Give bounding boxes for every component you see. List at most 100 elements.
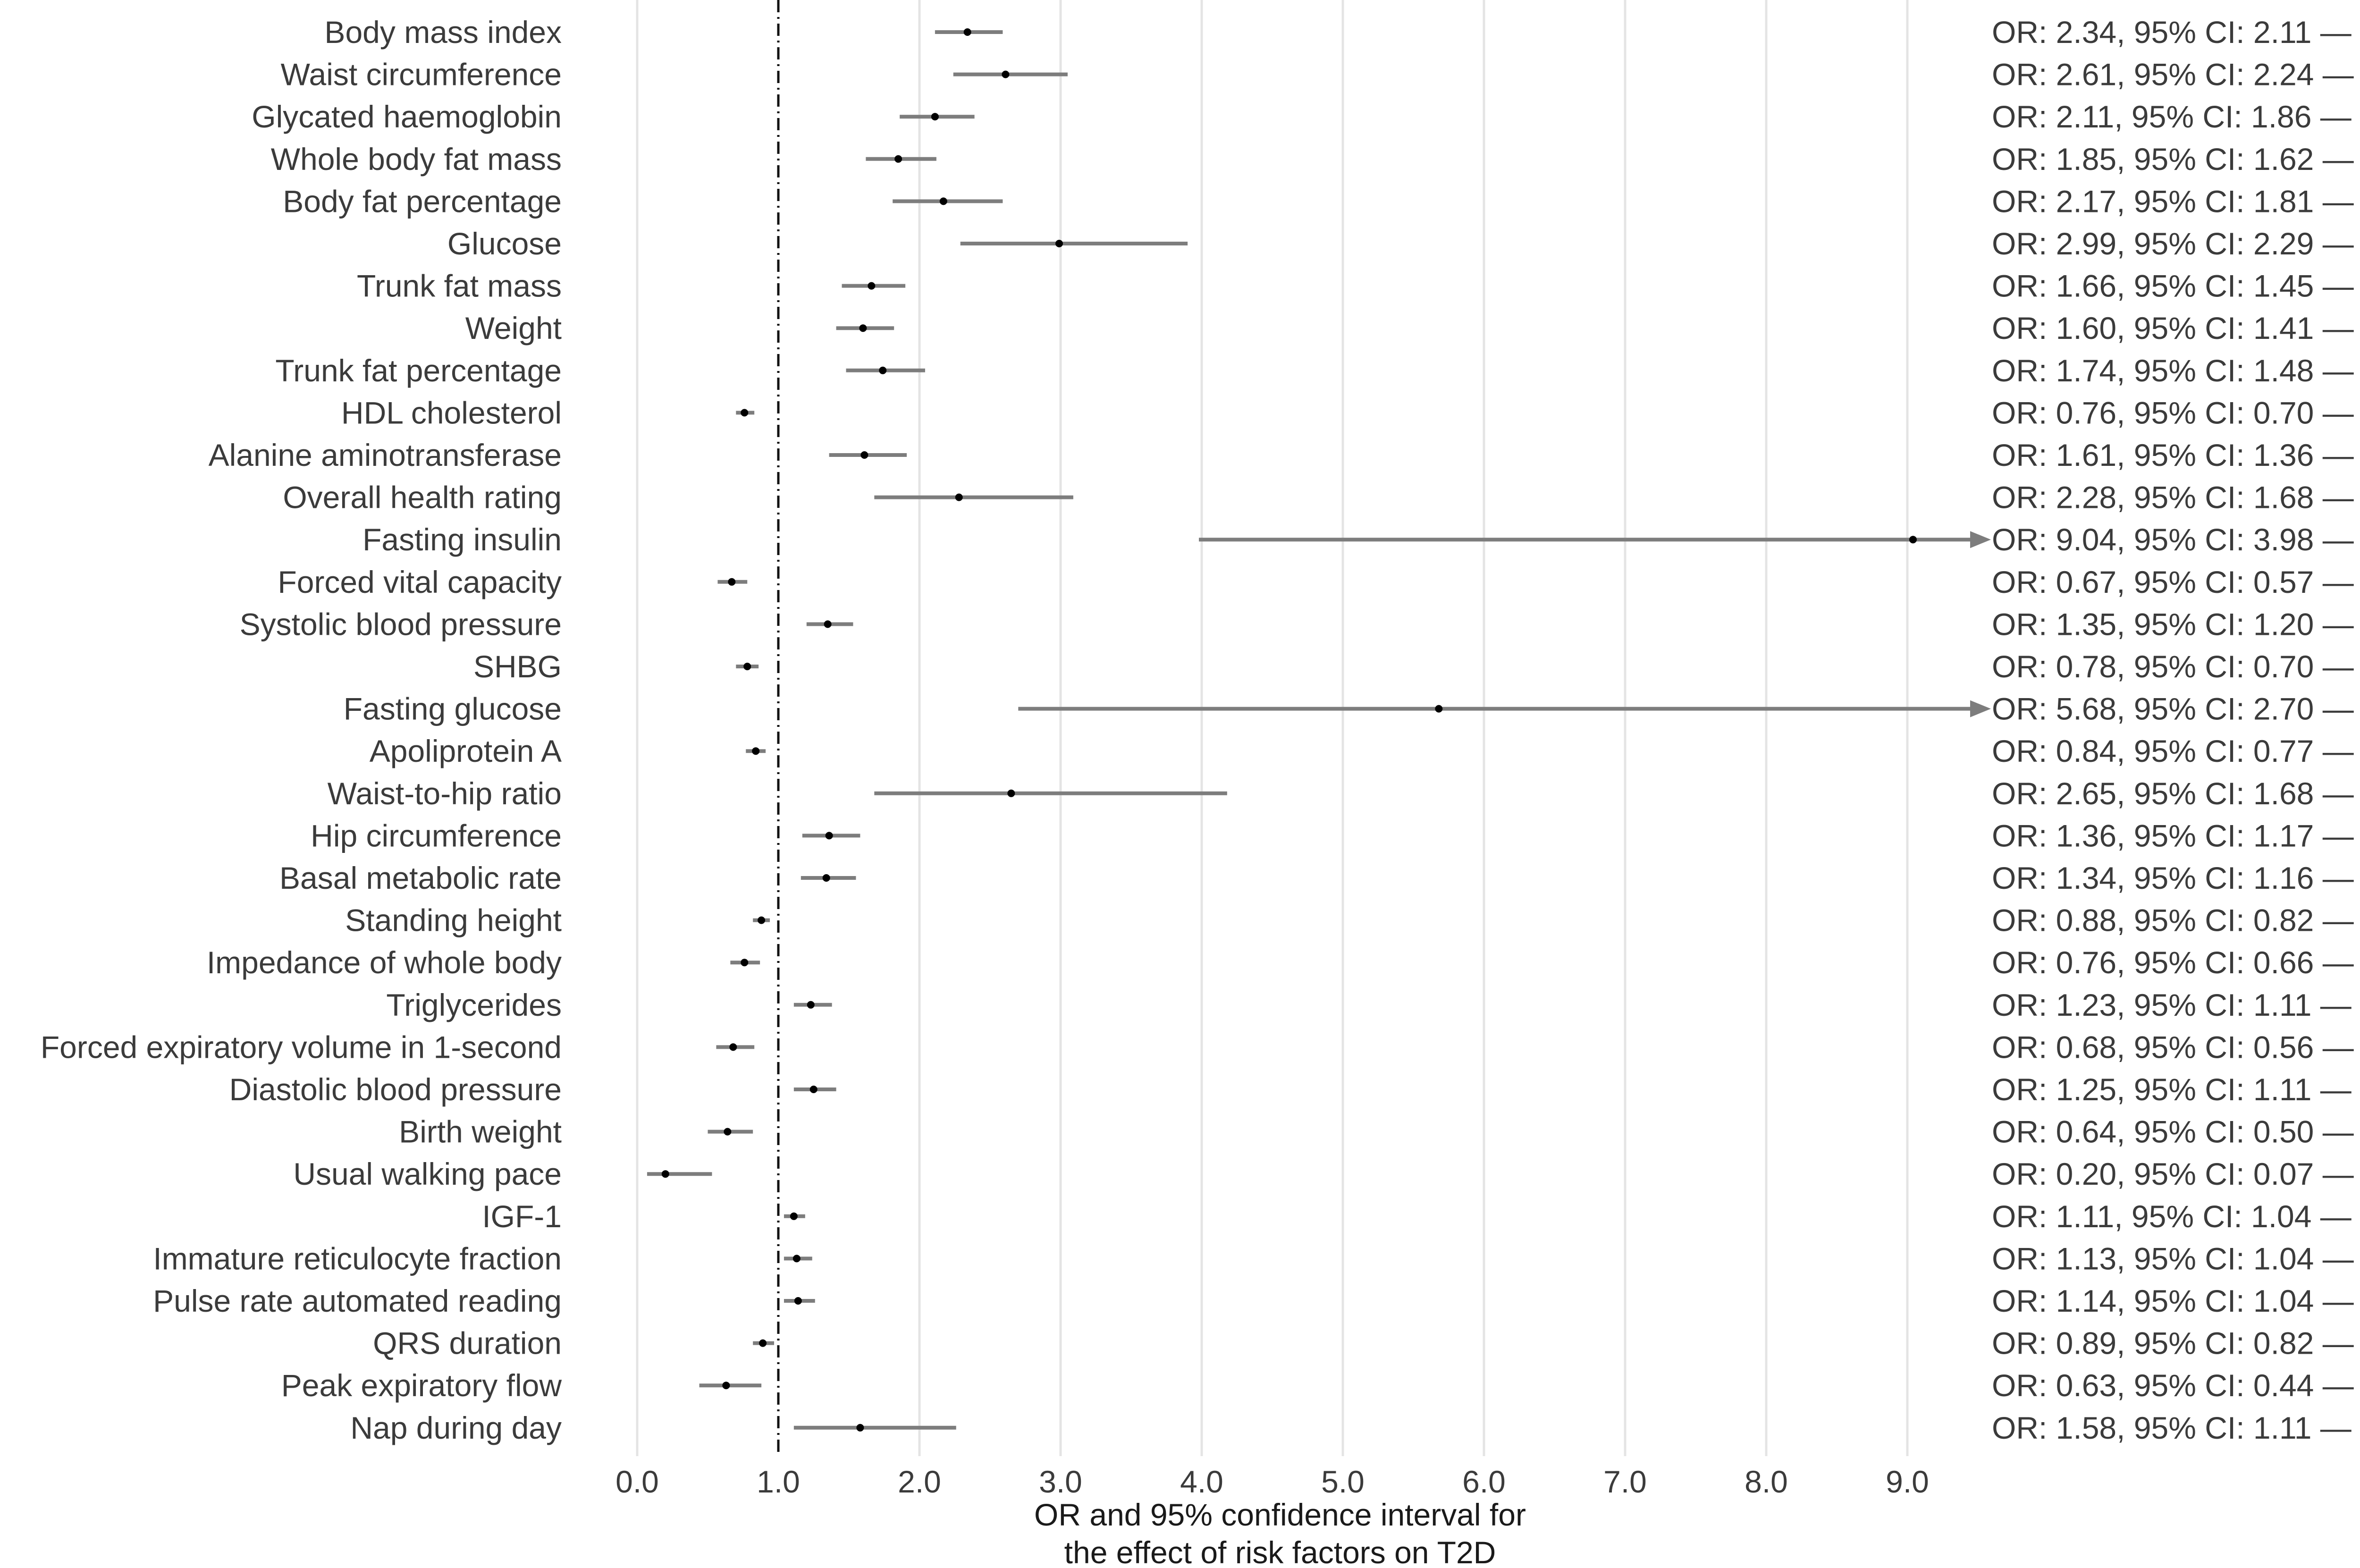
row-label: HDL cholesterol — [341, 395, 562, 430]
forest-row: Standing height OR: 0.88, 95% CI: 0.82 — … — [345, 903, 2360, 938]
or-ci-text: OR: 1.85, 95% CI: 1.62 — 2.12 — [1992, 142, 2360, 177]
x-axis-title-line-2: the effect of risk factors on T2D — [1064, 1535, 1496, 1568]
forest-row: Glycated haemoglobin OR: 2.11, 95% CI: 1.… — [252, 99, 2360, 134]
or-point — [807, 1001, 815, 1009]
row-label: Pulse rate automated reading — [153, 1283, 562, 1318]
row-label: Impedance of whole body — [207, 945, 562, 980]
forest-row: Usual walking pace OR: 0.20, 95% CI: 0.07… — [293, 1156, 2360, 1191]
or-ci-text: OR: 2.65, 95% CI: 1.68 — 4.18 — [1992, 776, 2360, 811]
x-axis-title-line-1: OR and 95% confidence interval for — [1034, 1497, 1526, 1532]
x-tick-label: 7.0 — [1603, 1464, 1647, 1499]
row-label: Trunk fat mass — [357, 269, 562, 303]
forest-row: Triglycerides OR: 1.23, 95% CI: 1.11 — 1.… — [386, 987, 2360, 1022]
x-tick-label: 4.0 — [1180, 1464, 1223, 1499]
or-ci-text: OR: 0.78, 95% CI: 0.70 — 0.86 — [1992, 649, 2360, 684]
forest-row: Alanine aminotransferase OR: 1.61, 95% CI… — [209, 438, 2360, 472]
or-point — [722, 1382, 730, 1390]
x-tick-label: 5.0 — [1321, 1464, 1365, 1499]
x-tick-label: 9.0 — [1886, 1464, 1929, 1499]
or-ci-text: OR: 1.61, 95% CI: 1.36 — 1.91 — [1992, 438, 2360, 472]
row-label: Triglycerides — [386, 987, 562, 1022]
row-label: Fasting insulin — [362, 522, 562, 557]
ci-arrow-icon — [1970, 700, 1991, 717]
forest-row: Peak expiratory flow OR: 0.63, 95% CI: 0.… — [281, 1368, 2360, 1403]
or-ci-text: OR: 0.68, 95% CI: 0.56 — 0.83 — [1992, 1029, 2360, 1064]
or-point — [939, 197, 947, 205]
row-label: Apoliprotein A — [370, 733, 562, 768]
row-label: Glucose — [447, 226, 562, 261]
forest-row: Apoliprotein A OR: 0.84, 95% CI: 0.77 — 0… — [370, 733, 2360, 768]
forest-rows: Body mass index OR: 2.34, 95% CI: 2.11 — … — [41, 15, 2360, 1445]
forest-row: Immature reticulocyte fraction OR: 1.13, … — [153, 1241, 2360, 1276]
row-label: Forced vital capacity — [278, 565, 562, 599]
or-ci-text: OR: 2.17, 95% CI: 1.81 — 2.59 — [1992, 184, 2360, 219]
or-point — [729, 1043, 737, 1051]
forest-row: Weight OR: 1.60, 95% CI: 1.41 — 1.82 — [465, 311, 2360, 346]
or-point — [661, 1170, 669, 1178]
or-ci-text: OR: 1.23, 95% CI: 1.11 — 1.38 — [1992, 987, 2360, 1022]
or-ci-text: OR: 1.13, 95% CI: 1.04 — 1.24 — [1992, 1241, 2360, 1276]
x-tick-label: 8.0 — [1745, 1464, 1788, 1499]
or-ci-text: OR: 1.25, 95% CI: 1.11 — 1.41 — [1992, 1072, 2360, 1107]
or-ci-text: OR: 9.04, 95% CI: 3.98 — 20.52 — [1992, 522, 2360, 557]
or-point — [931, 113, 939, 121]
or-point — [860, 451, 868, 459]
or-ci-text: OR: 1.11, 95% CI: 1.04 — 1.19 — [1992, 1199, 2360, 1234]
row-label: Diastolic blood pressure — [229, 1072, 562, 1107]
x-axis-ticks: 0.0 1.0 2.0 3.0 4.0 5.0 6.0 7.0 8.0 9.0 — [615, 1464, 1929, 1499]
row-label: Standing height — [345, 903, 562, 938]
or-point — [743, 663, 751, 670]
row-label: Peak expiratory flow — [281, 1368, 562, 1403]
forest-row: Impedance of whole body OR: 0.76, 95% CI:… — [207, 945, 2360, 980]
or-point — [1055, 240, 1063, 247]
forest-row: Body fat percentage OR: 2.17, 95% CI: 1.8… — [283, 184, 2360, 219]
or-ci-text: OR: 0.84, 95% CI: 0.77 — 0.91 — [1992, 733, 2360, 768]
or-ci-text: OR: 2.99, 95% CI: 2.29 — 3.90 — [1992, 226, 2360, 261]
forest-row: Pulse rate automated reading OR: 1.14, 95… — [153, 1283, 2360, 1318]
row-label: QRS duration — [373, 1326, 562, 1361]
forest-row: SHBG OR: 0.78, 95% CI: 0.70 — 0.86 — [473, 649, 2360, 684]
row-label: Usual walking pace — [293, 1156, 562, 1191]
or-point — [728, 578, 736, 586]
forest-row: Body mass index OR: 2.34, 95% CI: 2.11 — … — [324, 15, 2360, 50]
or-point — [894, 155, 902, 163]
or-ci-text: OR: 0.20, 95% CI: 0.07 — 0.53 — [1992, 1156, 2360, 1191]
or-ci-text: OR: 0.67, 95% CI: 0.57 — 0.78 — [1992, 565, 2360, 599]
or-ci-text: OR: 1.34, 95% CI: 1.16 — 1.55 — [1992, 860, 2360, 895]
row-label: Overall health rating — [283, 480, 562, 515]
or-ci-text: OR: 1.66, 95% CI: 1.45 — 1.90 — [1992, 269, 2360, 303]
or-ci-text: OR: 1.14, 95% CI: 1.04 — 1.26 — [1992, 1283, 2360, 1318]
row-label: Glycated haemoglobin — [252, 99, 562, 134]
ci-arrow-icon — [1970, 531, 1991, 548]
or-ci-text: OR: 1.74, 95% CI: 1.48 — 2.04 — [1992, 353, 2360, 388]
row-label: Trunk fat percentage — [275, 353, 562, 388]
forest-row: Glucose OR: 2.99, 95% CI: 2.29 — 3.90 — [447, 226, 2360, 261]
forest-row: Trunk fat percentage OR: 1.74, 95% CI: 1.… — [275, 353, 2360, 388]
x-tick-label: 0.0 — [615, 1464, 659, 1499]
row-label: Basal metabolic rate — [279, 860, 562, 895]
or-ci-text: OR: 0.63, 95% CI: 0.44 — 0.88 — [1992, 1368, 2360, 1403]
or-ci-text: OR: 2.28, 95% CI: 1.68 — 3.09 — [1992, 480, 2360, 515]
row-label: Hip circumference — [311, 818, 562, 853]
forest-row: Waist circumference OR: 2.61, 95% CI: 2.2… — [281, 57, 2360, 92]
forest-row: Fasting insulin OR: 9.04, 95% CI: 3.98 — … — [362, 522, 2360, 557]
or-point — [825, 832, 833, 840]
or-ci-text: OR: 5.68, 95% CI: 2.70 — 11.96 — [1992, 691, 2360, 726]
row-label: Fasting glucose — [344, 691, 562, 726]
or-point — [856, 1424, 864, 1432]
forest-row: IGF-1 OR: 1.11, 95% CI: 1.04 — 1.19 — [482, 1199, 2360, 1234]
or-point — [822, 874, 830, 882]
or-ci-text: OR: 1.58, 95% CI: 1.11 — 2.26 — [1992, 1410, 2360, 1445]
or-ci-text: OR: 0.89, 95% CI: 0.82 — 0.97 — [1992, 1326, 2360, 1361]
row-label: Whole body fat mass — [271, 142, 562, 177]
x-tick-label: 6.0 — [1462, 1464, 1506, 1499]
forest-row: Systolic blood pressure OR: 1.35, 95% CI:… — [240, 607, 2360, 641]
row-label: Immature reticulocyte fraction — [153, 1241, 562, 1276]
row-label: Waist circumference — [281, 57, 562, 92]
forest-row: Waist-to-hip ratio OR: 2.65, 95% CI: 1.68… — [328, 776, 2360, 811]
row-label: Body mass index — [324, 15, 562, 50]
forest-row: Fasting glucose OR: 5.68, 95% CI: 2.70 — … — [344, 691, 2360, 726]
or-point — [963, 28, 971, 36]
or-point — [1002, 70, 1010, 78]
